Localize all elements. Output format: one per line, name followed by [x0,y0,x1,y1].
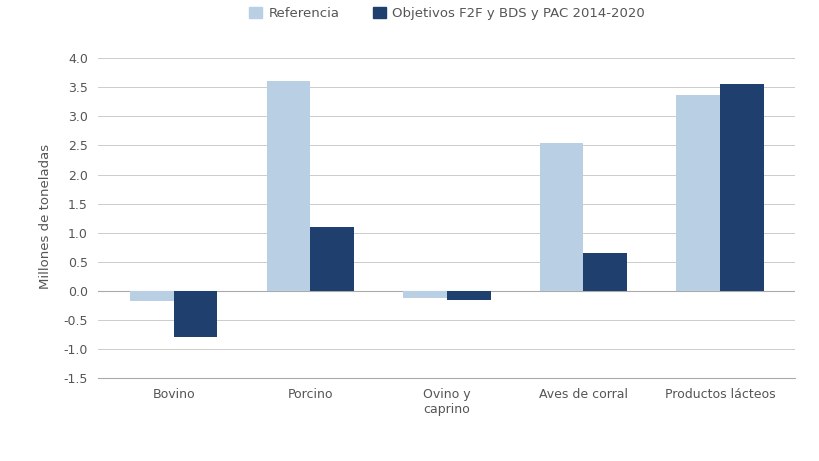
Legend: Referencia, Objetivos F2F y BDS y PAC 2014-2020: Referencia, Objetivos F2F y BDS y PAC 20… [248,7,645,20]
Bar [310,227,354,291]
Bar [539,142,583,291]
Y-axis label: Millones de toneladas: Millones de toneladas [39,144,52,289]
Bar [719,84,762,291]
Bar [583,253,627,291]
Bar [130,291,174,301]
Bar [174,291,217,337]
Bar [446,291,490,300]
Bar [403,291,446,298]
Bar [266,82,310,291]
Bar [676,95,719,291]
